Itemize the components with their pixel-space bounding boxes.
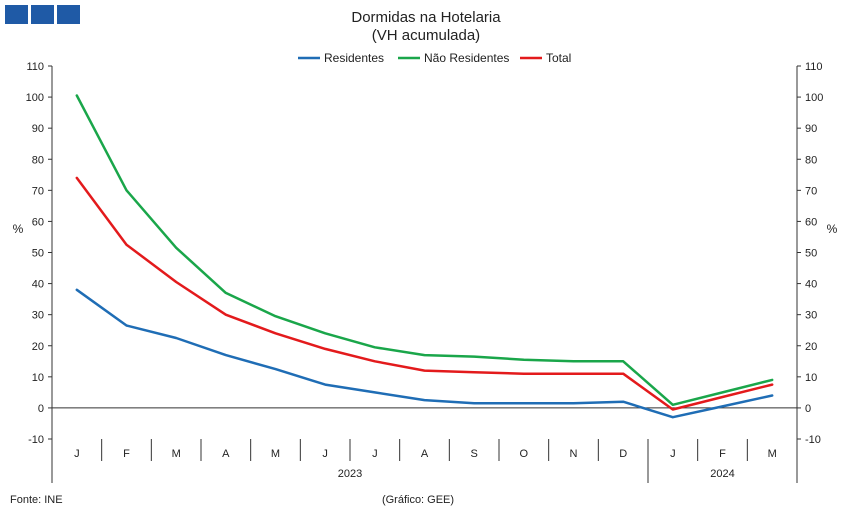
x-tick-label: F: [123, 448, 130, 460]
series-line-n-o-residentes: [75, 94, 774, 407]
x-tick-label: J: [322, 448, 328, 460]
x-tick-label: M: [172, 448, 181, 460]
y-tick-label-left: 50: [32, 248, 44, 260]
x-tick-label: N: [570, 448, 578, 460]
legend-label: Não Residentes: [424, 51, 509, 65]
y-tick-label-right: 10: [805, 372, 817, 384]
legend-label: Residentes: [324, 51, 384, 65]
y-tick-label-left: 10: [32, 372, 44, 384]
y-tick-label-right: 100: [805, 92, 823, 104]
x-tick-label: J: [372, 448, 378, 460]
x-tick-label: J: [74, 448, 80, 460]
y-axis-label-left: %: [13, 222, 24, 236]
y-tick-label-right: 70: [805, 185, 817, 197]
y-tick-label-right: 60: [805, 216, 817, 228]
ine-logo-icon: [5, 5, 80, 24]
series-line-total: [75, 176, 774, 411]
x-tick-label: A: [222, 448, 230, 460]
year-label: 2023: [338, 468, 362, 480]
legend: Residentes Não Residentes Total: [298, 51, 571, 65]
x-tick-label: D: [619, 448, 627, 460]
series-line-residentes: [75, 288, 774, 419]
series-lines: [75, 94, 774, 419]
logo-block: [57, 5, 80, 24]
x-tick-label: M: [271, 448, 280, 460]
year-label: 2024: [710, 468, 734, 480]
y-tick-label-right: 0: [805, 403, 811, 415]
x-tick-label: O: [520, 448, 529, 460]
y-tick-label-left: 60: [32, 216, 44, 228]
y-tick-label-left: 90: [32, 123, 44, 135]
y-tick-label-left: 80: [32, 154, 44, 166]
x-tick-label: M: [768, 448, 777, 460]
credit-note: (Gráfico: GEE): [382, 494, 454, 506]
axes: -10 -10 0 0 10 10 20 20 30 30 40 40 50 50 60 60 70 70 80 80…: [26, 61, 823, 483]
y-tick-label-right: 80: [805, 154, 817, 166]
y-tick-label-right: 110: [805, 61, 823, 73]
chart-subtitle: (VH acumulada): [372, 27, 480, 44]
source-note: Fonte: INE: [10, 494, 63, 506]
x-tick-label: A: [421, 448, 429, 460]
y-tick-label-right: 90: [805, 123, 817, 135]
chart-title: Dormidas na Hotelaria: [351, 9, 501, 26]
y-tick-label-left: 100: [26, 92, 44, 104]
x-tick-label: J: [670, 448, 676, 460]
y-tick-label-left: 20: [32, 341, 44, 353]
y-tick-label-left: 30: [32, 310, 44, 322]
logo-block: [5, 5, 28, 24]
y-tick-label-left: 110: [26, 61, 44, 73]
logo-block: [31, 5, 54, 24]
y-tick-label-left: 70: [32, 185, 44, 197]
y-tick-label-right: -10: [805, 434, 821, 446]
y-tick-label-left: 40: [32, 279, 44, 291]
y-tick-label-left: -10: [28, 434, 44, 446]
x-tick-label: F: [719, 448, 726, 460]
y-tick-label-right: 20: [805, 341, 817, 353]
x-tick-label: S: [470, 448, 477, 460]
legend-label: Total: [546, 51, 571, 65]
y-tick-label-right: 30: [805, 310, 817, 322]
y-tick-label-left: 0: [38, 403, 44, 415]
y-tick-label-right: 50: [805, 248, 817, 260]
y-tick-label-right: 40: [805, 279, 817, 291]
y-axis-label-right: %: [827, 222, 838, 236]
